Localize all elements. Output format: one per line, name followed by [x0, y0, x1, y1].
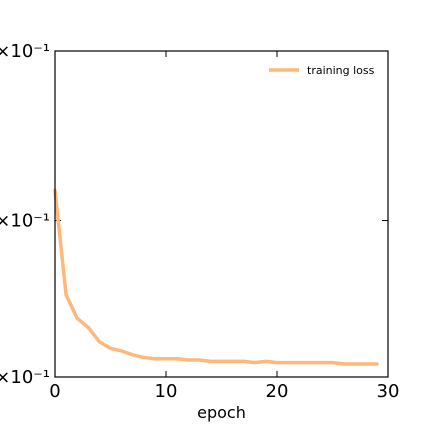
- y-tick-label: ×10⁻¹: [0, 367, 50, 388]
- tick-labels: 0 10 20 30 ×10⁻¹ ×10⁻¹ ×10⁻¹: [0, 41, 399, 402]
- x-tick-label: 0: [49, 381, 60, 402]
- x-tick-label: 10: [155, 381, 178, 402]
- legend-label-training-loss: training loss: [307, 64, 375, 77]
- x-tick-label: 20: [266, 381, 289, 402]
- plot-area-frame: [54, 50, 389, 378]
- y-tick-label: ×10⁻¹: [0, 41, 50, 62]
- legend: training loss: [269, 64, 375, 77]
- x-axis-label: epoch: [197, 403, 246, 422]
- y-tick-label: ×10⁻¹: [0, 211, 50, 232]
- series-layer: [53, 188, 379, 366]
- series-line-training-loss: [53, 188, 379, 366]
- x-tick-label: 30: [377, 381, 400, 402]
